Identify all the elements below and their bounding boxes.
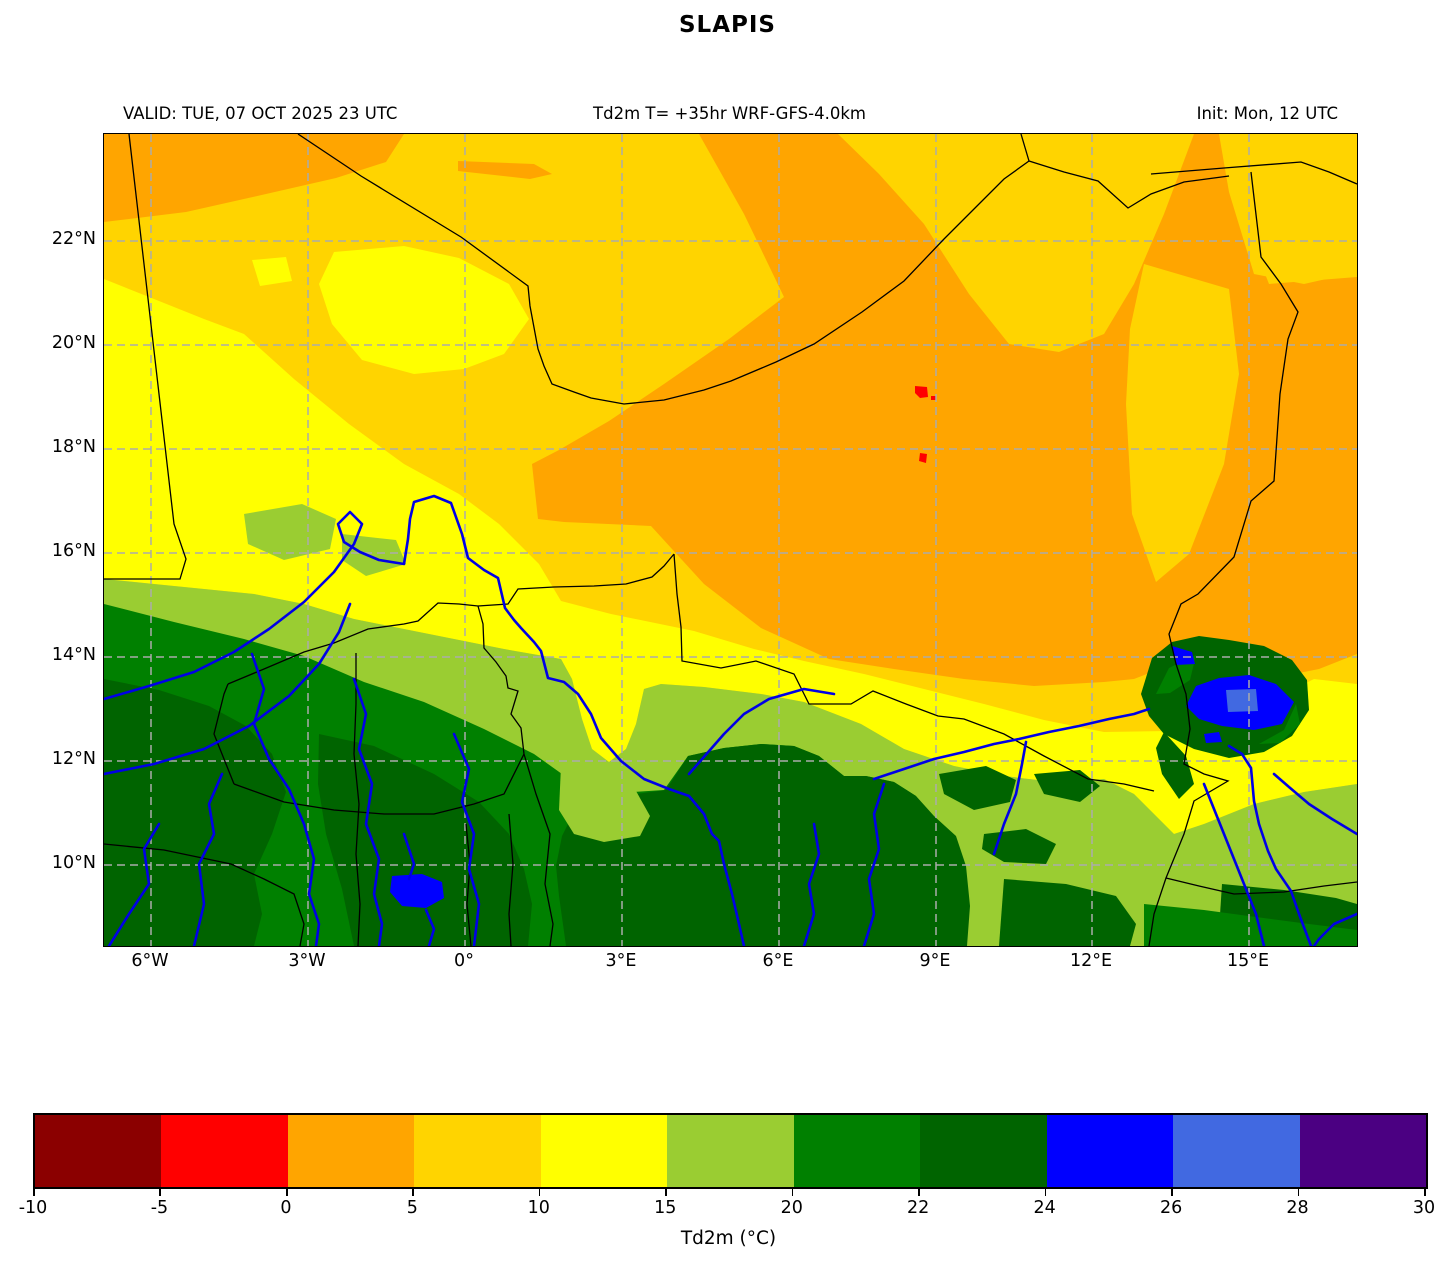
colorbar <box>33 1113 1428 1189</box>
southwest-lake-blob <box>390 874 444 908</box>
colorbar-tick-label: 30 <box>1412 1198 1436 1218</box>
x-tick-label: 15°E <box>1226 951 1270 971</box>
lake-chad-feature <box>1141 636 1309 799</box>
colorbar-tick-mark <box>33 1189 35 1196</box>
colorbar-tick-mark <box>1424 1189 1426 1196</box>
colorbar-segment <box>1046 1115 1174 1187</box>
x-tick-label: 3°W <box>288 951 326 971</box>
colorbar-tick-label: 28 <box>1286 1198 1309 1218</box>
x-tick-label: 6°W <box>131 951 169 971</box>
colorbar-tick-label: 15 <box>654 1198 677 1218</box>
colorbar-tick-label: 26 <box>1159 1198 1183 1218</box>
red-dry-specks <box>915 386 936 463</box>
colorbar-segment <box>667 1115 794 1187</box>
colorbar-tick-label: 22 <box>907 1198 930 1218</box>
rivers <box>104 494 1357 946</box>
colorbar-segment <box>1299 1115 1426 1187</box>
colorbar-tick-label: 20 <box>780 1198 803 1218</box>
y-tick-label: 20°N <box>51 333 96 353</box>
product-label: Td2m T= +35hr WRF-GFS-4.0km <box>593 104 866 123</box>
colorbar-tick-mark <box>1171 1189 1173 1196</box>
valid-time-label: VALID: TUE, 07 OCT 2025 23 UTC <box>123 104 398 123</box>
x-tick-label: 12°E <box>1069 951 1113 971</box>
init-time-label: Init: Mon, 12 UTC <box>1196 104 1338 123</box>
contour-ltgreen-pocket <box>559 766 650 842</box>
country-borders <box>104 134 1357 946</box>
colorbar-tick-mark <box>665 1189 667 1196</box>
td2m-map-svg <box>104 134 1357 946</box>
y-tick-label: 22°N <box>51 229 96 249</box>
x-tick-label: 9°E <box>919 951 951 971</box>
contour-gold-wedges <box>838 134 1357 582</box>
y-tick-label: 10°N <box>51 853 96 873</box>
colorbar-tick-mark <box>412 1189 414 1196</box>
colorbar-tick-mark <box>791 1189 794 1196</box>
colorbar-segment <box>161 1115 288 1187</box>
page-title: SLAPIS <box>678 12 776 38</box>
x-tick-label: 6°E <box>762 951 794 971</box>
colorbar-tick-label: 0 <box>280 1198 292 1218</box>
y-tick-label: 12°N <box>51 749 96 769</box>
colorbar-segment <box>920 1115 1047 1187</box>
colorbar-tick-label: 24 <box>1033 1198 1056 1218</box>
colorbar-segment <box>35 1115 162 1187</box>
colorbar-tick-mark <box>918 1189 920 1196</box>
colorbar-tick-mark <box>285 1189 288 1196</box>
y-tick-label: 16°N <box>51 541 96 561</box>
map-canvas <box>103 133 1358 947</box>
x-tick-label: 0° <box>454 951 474 971</box>
colorbar-segment <box>793 1115 921 1187</box>
colorbar-segment <box>287 1115 415 1187</box>
colorbar-tick-mark <box>159 1189 162 1196</box>
y-tick-label: 18°N <box>51 437 96 457</box>
colorbar-axis-label: Td2m (°C) <box>680 1228 777 1249</box>
colorbar-segment <box>540 1115 668 1187</box>
colorbar-segment <box>414 1115 541 1187</box>
grid-lines <box>104 134 1357 946</box>
y-tick-label: 14°N <box>51 645 96 665</box>
colorbar-segment <box>1173 1115 1300 1187</box>
x-tick-label: 3°E <box>605 951 637 971</box>
contour-green-southeast <box>1144 904 1357 946</box>
colorbar-tick-label: 5 <box>406 1198 418 1218</box>
colorbar-tick-mark <box>1044 1189 1047 1196</box>
colorbar-tick-label: 10 <box>527 1198 550 1218</box>
colorbar-tick-label: -5 <box>150 1198 169 1218</box>
colorbar-tick-mark <box>538 1189 541 1196</box>
colorbar-tick-label: -10 <box>18 1198 48 1218</box>
colorbar-tick-mark <box>1297 1189 1300 1196</box>
